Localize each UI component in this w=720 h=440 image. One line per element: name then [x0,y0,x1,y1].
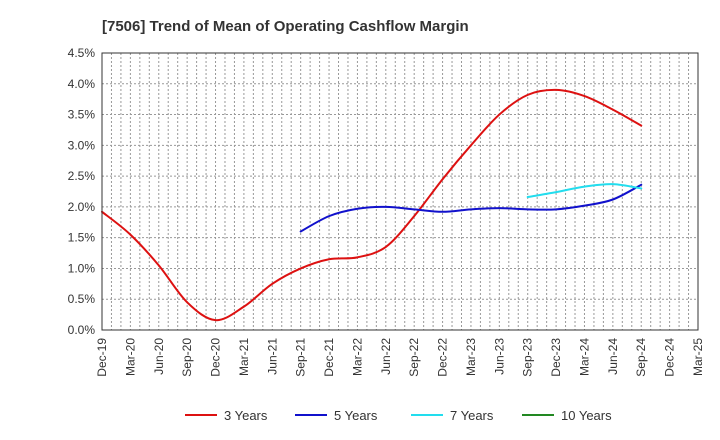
x-tick-label: Mar-25 [691,338,705,376]
x-tick-label: Dec-20 [209,338,223,377]
series-lines [101,88,643,322]
chart-title: [7506] Trend of Mean of Operating Cashfl… [102,18,469,35]
x-tick-label: Mar-21 [237,338,251,376]
y-tick-label: 0.5% [68,292,96,306]
x-tick-label: Mar-20 [123,338,137,376]
y-tick-label: 4.5% [68,46,96,60]
x-tick-label: Sep-23 [521,338,535,377]
y-tick-label: 0.0% [68,323,96,337]
x-tick-label: Jun-22 [379,338,393,375]
x-tick-label: Mar-23 [464,338,478,376]
plot-border [101,52,699,331]
legend-label-3-years: 3 Years [224,408,268,423]
x-tick-label: Mar-22 [350,338,364,376]
legend: 3 Years 5 Years 7 Years 10 Years [185,408,612,423]
x-tick-label: Jun-24 [606,338,620,375]
x-tick-label: Sep-22 [407,338,421,377]
y-tick-label: 1.0% [68,261,96,275]
legend-label-5-years: 5 Years [334,408,378,423]
y-tick-label: 3.5% [68,108,96,122]
x-axis: Dec-19 Mar-20 Jun-20 Sep-20 Dec-20 Mar-21 Jun-… [95,338,705,377]
x-tick-label: Jun-21 [265,338,279,375]
x-tick-label: Jun-23 [492,338,506,375]
y-tick-label: 2.5% [68,169,96,183]
y-tick-label: 4.0% [68,77,96,91]
y-tick-label: 1.5% [68,231,96,245]
y-tick-label: 3.0% [68,138,96,152]
series-line-3-years [101,88,643,322]
x-tick-label: Dec-22 [436,338,450,377]
legend-label-10-years: 10 Years [561,408,612,423]
plot-area [102,53,698,330]
y-axis: 0.0% 0.5% 1.0% 1.5% 2.0% 2.5% 3.0% 3.5% 4.0% 4.5% [68,46,96,337]
x-tick-label: Dec-19 [95,338,109,377]
x-tick-label: Dec-21 [322,338,336,377]
x-tick-label: Sep-21 [294,338,308,377]
x-tick-label: Jun-20 [152,338,166,375]
x-tick-label: Dec-24 [663,338,677,377]
y-tick-label: 2.0% [68,200,96,214]
x-tick-label: Sep-24 [634,338,648,377]
legend-label-7-years: 7 Years [450,408,494,423]
series-line-7-years [526,183,643,199]
x-tick-label: Sep-20 [180,338,194,377]
x-tick-label: Dec-23 [549,338,563,377]
series-line-5-years [299,183,643,233]
x-tick-label: Mar-24 [577,338,591,376]
